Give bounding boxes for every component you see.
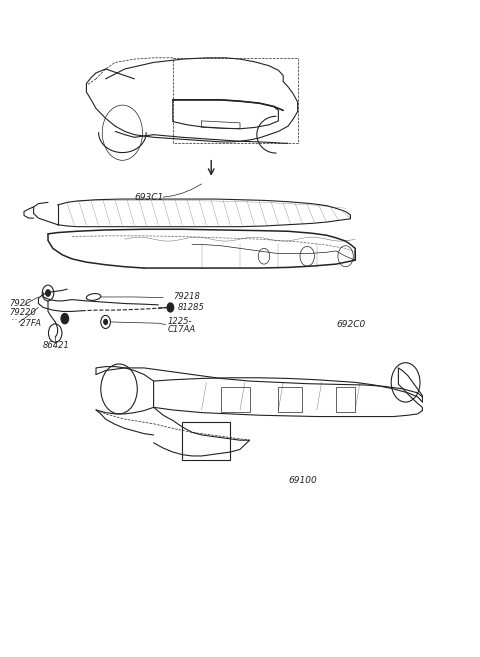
- Bar: [221, 387, 250, 412]
- Circle shape: [104, 319, 108, 325]
- Circle shape: [46, 290, 50, 296]
- Text: 79218: 79218: [173, 292, 200, 302]
- Circle shape: [61, 313, 69, 324]
- Text: 792C: 792C: [10, 299, 32, 308]
- Circle shape: [167, 303, 174, 312]
- Text: 1225­: 1225­: [168, 317, 192, 327]
- Bar: [278, 387, 302, 412]
- Text: 81285: 81285: [178, 303, 204, 312]
- Text: 692C0: 692C0: [336, 320, 365, 329]
- Text: ˙˙·27FA: ˙˙·27FA: [10, 319, 42, 328]
- Text: C17AA: C17AA: [168, 325, 196, 334]
- Bar: [336, 387, 355, 412]
- Bar: [182, 422, 230, 460]
- Text: 86421: 86421: [43, 341, 70, 350]
- Text: 69100: 69100: [288, 476, 317, 486]
- Text: 79220: 79220: [10, 308, 36, 317]
- Text: 693C1: 693C1: [134, 193, 164, 202]
